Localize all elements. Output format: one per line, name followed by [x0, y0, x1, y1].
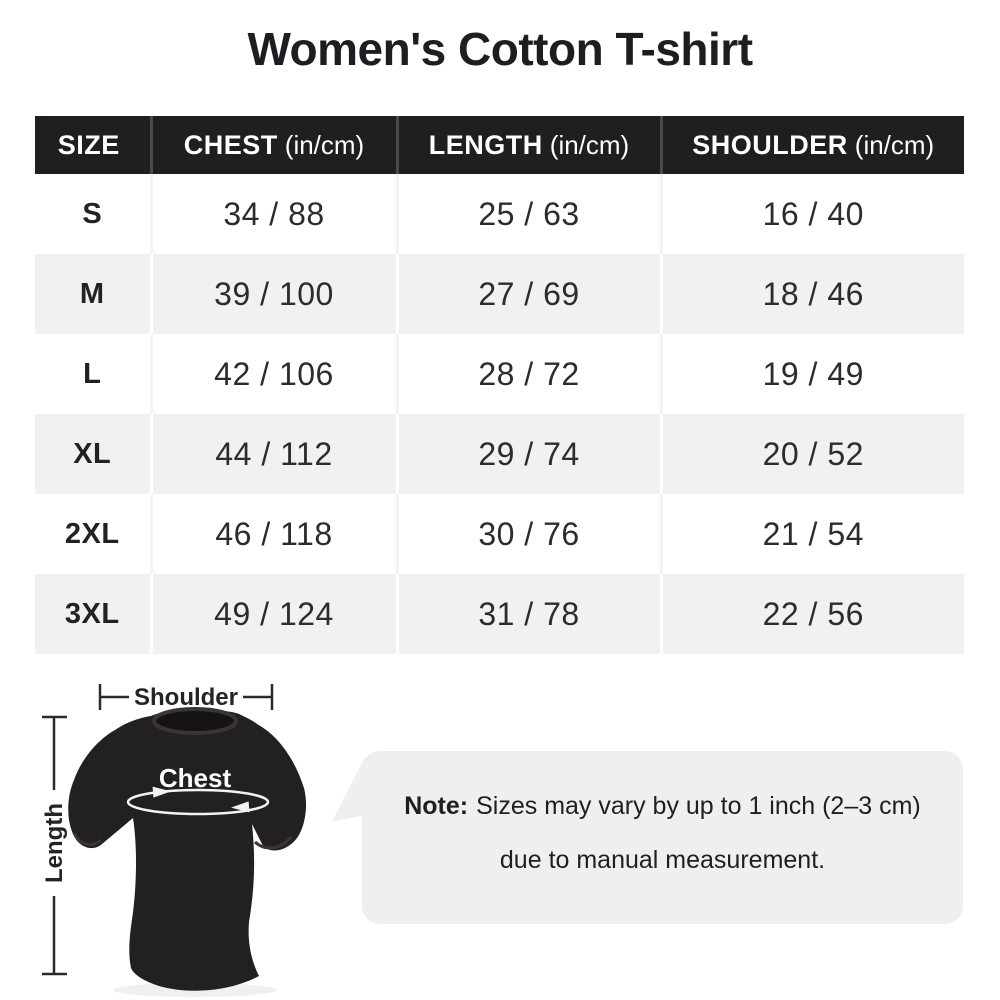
- size-table: SIZE CHEST (in/cm) LENGTH (in/cm) SHOULDER…: [35, 116, 964, 654]
- size-cell: L: [35, 334, 151, 414]
- size-cell: XL: [35, 414, 151, 494]
- table-row: S 34 / 88 25 / 63 16 / 40: [35, 174, 964, 254]
- size-cell: M: [35, 254, 151, 334]
- length-cell: 27 / 69: [395, 254, 661, 334]
- tshirt-illustration: [68, 709, 307, 991]
- note-text: Sizes may vary by up to 1 inch (2–3 cm): [476, 792, 921, 820]
- note-line-2: due to manual measurement.: [499, 846, 826, 874]
- right-cuff-seam: [253, 835, 293, 850]
- size-cell: 3XL: [35, 574, 151, 654]
- length-cell: 31 / 78: [395, 574, 661, 654]
- col-unit: (in/cm): [284, 129, 365, 160]
- col-label: LENGTH: [428, 129, 543, 160]
- chest-cell: 49 / 124: [149, 574, 397, 654]
- length-cell: 30 / 76: [395, 494, 661, 574]
- length-label: Length: [41, 803, 68, 883]
- shoulder-measure-line: [98, 684, 274, 710]
- shoulder-label: Shoulder: [134, 684, 238, 711]
- note-bubble-tail: [332, 757, 365, 822]
- col-header-shoulder: SHOULDER (in/cm): [659, 116, 964, 174]
- chest-label: Chest: [159, 763, 232, 793]
- col-unit: (in/cm): [549, 129, 630, 160]
- tshirt-measurement-diagram: Shoulder Length Chest: [41, 684, 307, 997]
- chest-arrow-left: [231, 801, 250, 813]
- col-unit: (in/cm): [854, 129, 935, 160]
- shoulder-cell: 22 / 56: [659, 574, 964, 654]
- col-header-size: SIZE: [35, 116, 151, 174]
- col-header-length: LENGTH (in/cm): [395, 116, 661, 174]
- size-cell: 2XL: [35, 494, 151, 574]
- chest-cell: 39 / 100: [149, 254, 397, 334]
- note-line-1: Note: Sizes may vary by up to 1 inch (2–3…: [404, 791, 921, 821]
- chest-cell: 34 / 88: [149, 174, 397, 254]
- chest-measure-ellipse: [126, 788, 270, 816]
- col-label: CHEST: [183, 129, 278, 160]
- shoulder-cell: 20 / 52: [659, 414, 964, 494]
- shoulder-cell: 21 / 54: [659, 494, 964, 574]
- col-label: SHOULDER: [692, 129, 848, 160]
- col-header-chest: CHEST (in/cm): [149, 116, 397, 174]
- shoulder-cell: 18 / 46: [659, 254, 964, 334]
- size-cell: S: [35, 174, 151, 254]
- table-row: 2XL 46 / 118 30 / 76 21 / 54: [35, 494, 964, 574]
- length-cell: 25 / 63: [395, 174, 661, 254]
- chest-cell: 42 / 106: [149, 334, 397, 414]
- col-label: SIZE: [57, 129, 120, 160]
- note-prefix: Note:: [404, 792, 469, 820]
- table-row: 3XL 49 / 124 31 / 78 22 / 56: [35, 574, 964, 654]
- table-header-row: SIZE CHEST (in/cm) LENGTH (in/cm) SHOULDER…: [35, 116, 964, 174]
- left-cuff-seam: [72, 832, 102, 846]
- chest-cell: 46 / 118: [149, 494, 397, 574]
- length-measure-line: [42, 715, 67, 976]
- length-cell: 28 / 72: [395, 334, 661, 414]
- table-row: XL 44 / 112 29 / 74 20 / 52: [35, 414, 964, 494]
- chest-cell: 44 / 112: [149, 414, 397, 494]
- page-title: Women's Cotton T-shirt: [247, 23, 753, 75]
- shoulder-cell: 16 / 40: [659, 174, 964, 254]
- collar: [152, 707, 238, 735]
- table-row: L 42 / 106 28 / 72 19 / 49: [35, 334, 964, 414]
- note-bubble: Note: Sizes may vary by up to 1 inch (2–3…: [362, 751, 963, 924]
- length-cell: 29 / 74: [395, 414, 661, 494]
- shoulder-cell: 19 / 49: [659, 334, 964, 414]
- chest-arrow-right: [152, 786, 171, 798]
- table-row: M 39 / 100 27 / 69 18 / 46: [35, 254, 964, 334]
